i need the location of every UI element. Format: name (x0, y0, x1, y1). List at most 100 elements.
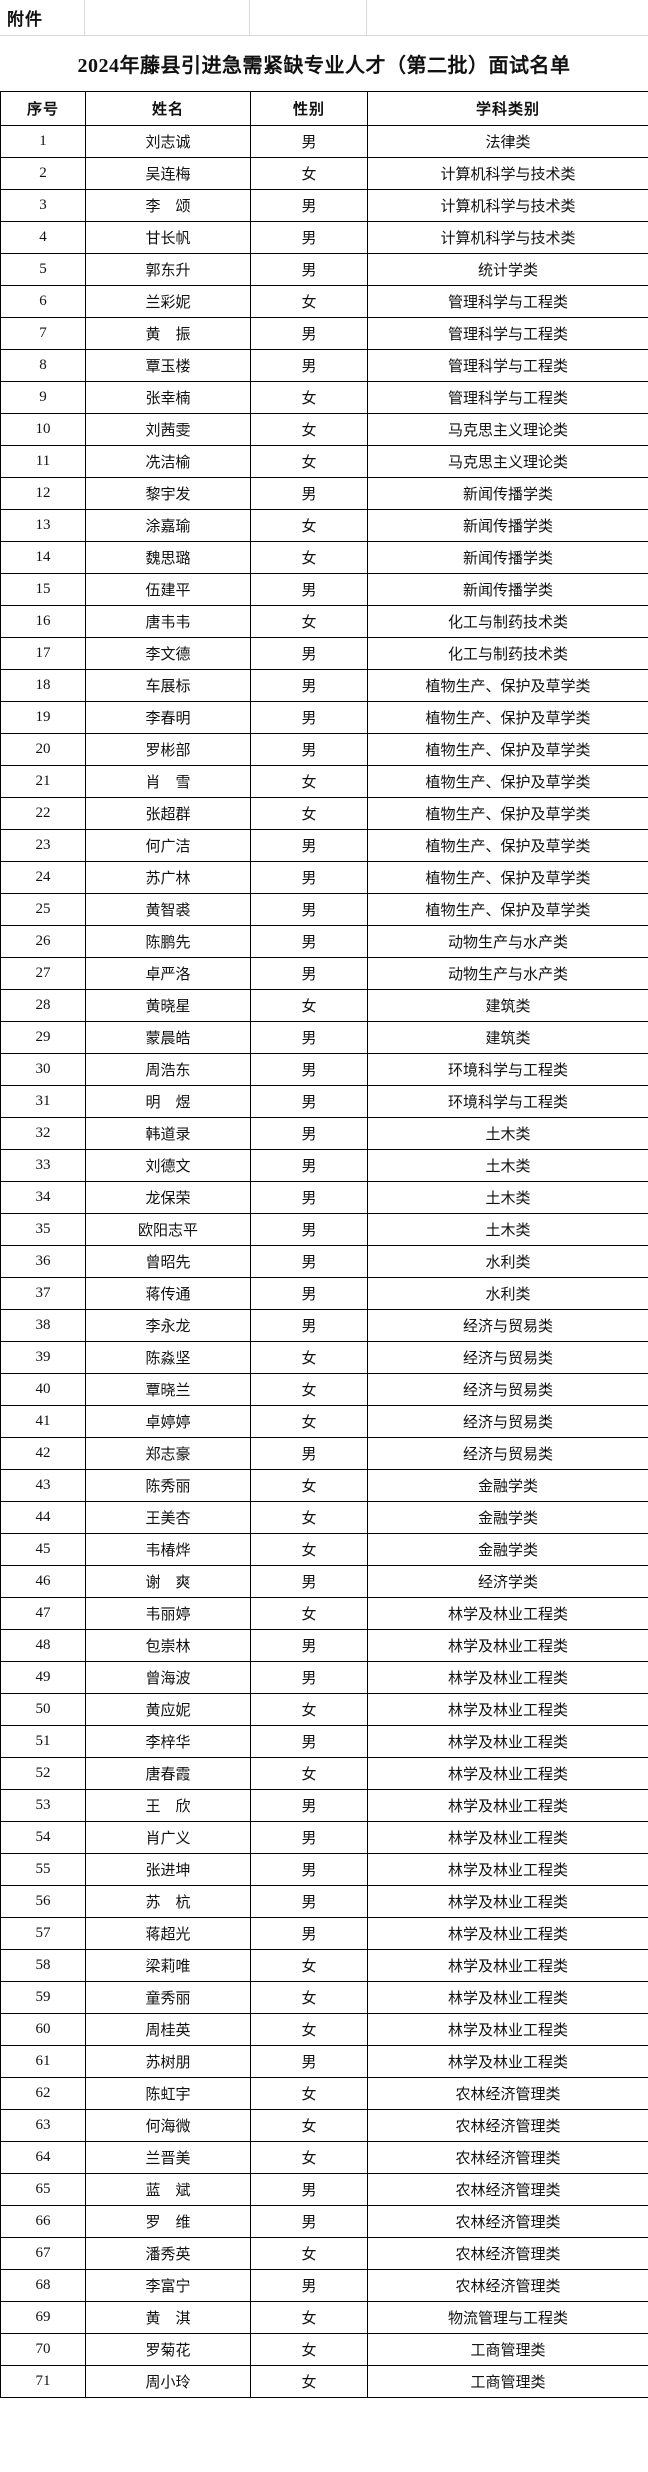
cell-name: 刘德文 (85, 1149, 251, 1182)
cell-name: 黄 淇 (85, 2301, 251, 2334)
cell-name: 罗 维 (85, 2205, 251, 2238)
cell-category: 林学及林业工程类 (367, 1597, 648, 1630)
cell-no: 41 (0, 1405, 86, 1438)
cell-category: 经济与贸易类 (367, 1341, 648, 1374)
table-row: 35 欧阳志平 男 土木类 (0, 1213, 648, 1246)
table-row: 71 周小玲 女 工商管理类 (0, 2365, 648, 2398)
cell-gender: 女 (250, 2077, 368, 2110)
cell-no: 62 (0, 2077, 86, 2110)
cell-gender: 女 (250, 1597, 368, 1630)
cell-gender: 女 (250, 157, 368, 190)
cell-name: 曾昭先 (85, 1245, 251, 1278)
cell-gender: 男 (250, 669, 368, 702)
cell-gender: 男 (250, 2205, 368, 2238)
table-row: 40 覃晓兰 女 经济与贸易类 (0, 1373, 648, 1406)
table-row: 33 刘德文 男 土木类 (0, 1149, 648, 1182)
cell-category: 管理科学与工程类 (367, 381, 648, 414)
cell-gender: 女 (250, 1373, 368, 1406)
cell-no: 47 (0, 1597, 86, 1630)
table-row: 47 韦丽婷 女 林学及林业工程类 (0, 1597, 648, 1630)
cell-gender: 女 (250, 2333, 368, 2366)
table-row: 42 郑志豪 男 经济与贸易类 (0, 1437, 648, 1470)
attachment-cell-empty (367, 0, 648, 35)
cell-no: 14 (0, 541, 86, 574)
cell-no: 18 (0, 669, 86, 702)
table-row: 12 黎宇发 男 新闻传播学类 (0, 477, 648, 510)
table-row: 9 张幸楠 女 管理科学与工程类 (0, 381, 648, 414)
table-row: 49 曾海波 男 林学及林业工程类 (0, 1661, 648, 1694)
cell-gender: 女 (250, 1533, 368, 1566)
cell-category: 水利类 (367, 1245, 648, 1278)
cell-gender: 女 (250, 765, 368, 798)
cell-gender: 男 (250, 1085, 368, 1118)
cell-no: 20 (0, 733, 86, 766)
cell-no: 6 (0, 285, 86, 318)
cell-gender: 男 (250, 1821, 368, 1854)
cell-name: 梁莉唯 (85, 1949, 251, 1982)
cell-name: 张进坤 (85, 1853, 251, 1886)
cell-no: 21 (0, 765, 86, 798)
cell-gender: 男 (250, 733, 368, 766)
cell-gender: 男 (250, 1661, 368, 1694)
table-row: 10 刘茜雯 女 马克思主义理论类 (0, 413, 648, 446)
cell-category: 林学及林业工程类 (367, 2045, 648, 2078)
table-row: 57 蒋超光 男 林学及林业工程类 (0, 1917, 648, 1950)
table-row: 55 张进坤 男 林学及林业工程类 (0, 1853, 648, 1886)
cell-category: 动物生产与水产类 (367, 957, 648, 990)
attachment-label: 附件 (7, 10, 43, 29)
cell-no: 34 (0, 1181, 86, 1214)
cell-category: 植物生产、保护及草学类 (367, 765, 648, 798)
table-row: 4 甘长帆 男 计算机科学与技术类 (0, 221, 648, 254)
cell-gender: 男 (250, 1917, 368, 1950)
cell-no: 52 (0, 1757, 86, 1790)
cell-no: 7 (0, 317, 86, 350)
table-row: 30 周浩东 男 环境科学与工程类 (0, 1053, 648, 1086)
table-row: 15 伍建平 男 新闻传播学类 (0, 573, 648, 606)
cell-no: 5 (0, 253, 86, 286)
cell-name: 黎宇发 (85, 477, 251, 510)
cell-no: 23 (0, 829, 86, 862)
table-row: 60 周桂英 女 林学及林业工程类 (0, 2013, 648, 2046)
cell-name: 陈虹宇 (85, 2077, 251, 2110)
cell-no: 53 (0, 1789, 86, 1822)
cell-no: 36 (0, 1245, 86, 1278)
cell-no: 45 (0, 1533, 86, 1566)
cell-no: 44 (0, 1501, 86, 1534)
cell-gender: 男 (250, 1181, 368, 1214)
cell-name: 罗菊花 (85, 2333, 251, 2366)
cell-name: 何广洁 (85, 829, 251, 862)
cell-name: 蒙晨皓 (85, 1021, 251, 1054)
table-row: 36 曾昭先 男 水利类 (0, 1245, 648, 1278)
cell-name: 蒋超光 (85, 1917, 251, 1950)
cell-category: 管理科学与工程类 (367, 317, 648, 350)
cell-name: 伍建平 (85, 573, 251, 606)
cell-gender: 男 (250, 253, 368, 286)
cell-category: 土木类 (367, 1181, 648, 1214)
cell-no: 37 (0, 1277, 86, 1310)
cell-no: 50 (0, 1693, 86, 1726)
table-row: 20 罗彬部 男 植物生产、保护及草学类 (0, 733, 648, 766)
cell-category: 农林经济管理类 (367, 2141, 648, 2174)
cell-name: 韦丽婷 (85, 1597, 251, 1630)
cell-gender: 男 (250, 1437, 368, 1470)
cell-no: 11 (0, 445, 86, 478)
cell-category: 马克思主义理论类 (367, 445, 648, 478)
cell-no: 58 (0, 1949, 86, 1982)
cell-no: 39 (0, 1341, 86, 1374)
cell-category: 农林经济管理类 (367, 2109, 648, 2142)
cell-category: 马克思主义理论类 (367, 413, 648, 446)
cell-category: 农林经济管理类 (367, 2173, 648, 2206)
cell-no: 63 (0, 2109, 86, 2142)
cell-name: 覃晓兰 (85, 1373, 251, 1406)
cell-category: 化工与制药技术类 (367, 637, 648, 670)
cell-gender: 男 (250, 925, 368, 958)
cell-category: 经济与贸易类 (367, 1437, 648, 1470)
cell-category: 环境科学与工程类 (367, 1085, 648, 1118)
cell-category: 农林经济管理类 (367, 2077, 648, 2110)
column-header-name: 姓名 (85, 91, 251, 126)
cell-name: 龙保荣 (85, 1181, 251, 1214)
cell-no: 27 (0, 957, 86, 990)
cell-gender: 男 (250, 2173, 368, 2206)
cell-no: 29 (0, 1021, 86, 1054)
table-row: 26 陈鹏先 男 动物生产与水产类 (0, 925, 648, 958)
